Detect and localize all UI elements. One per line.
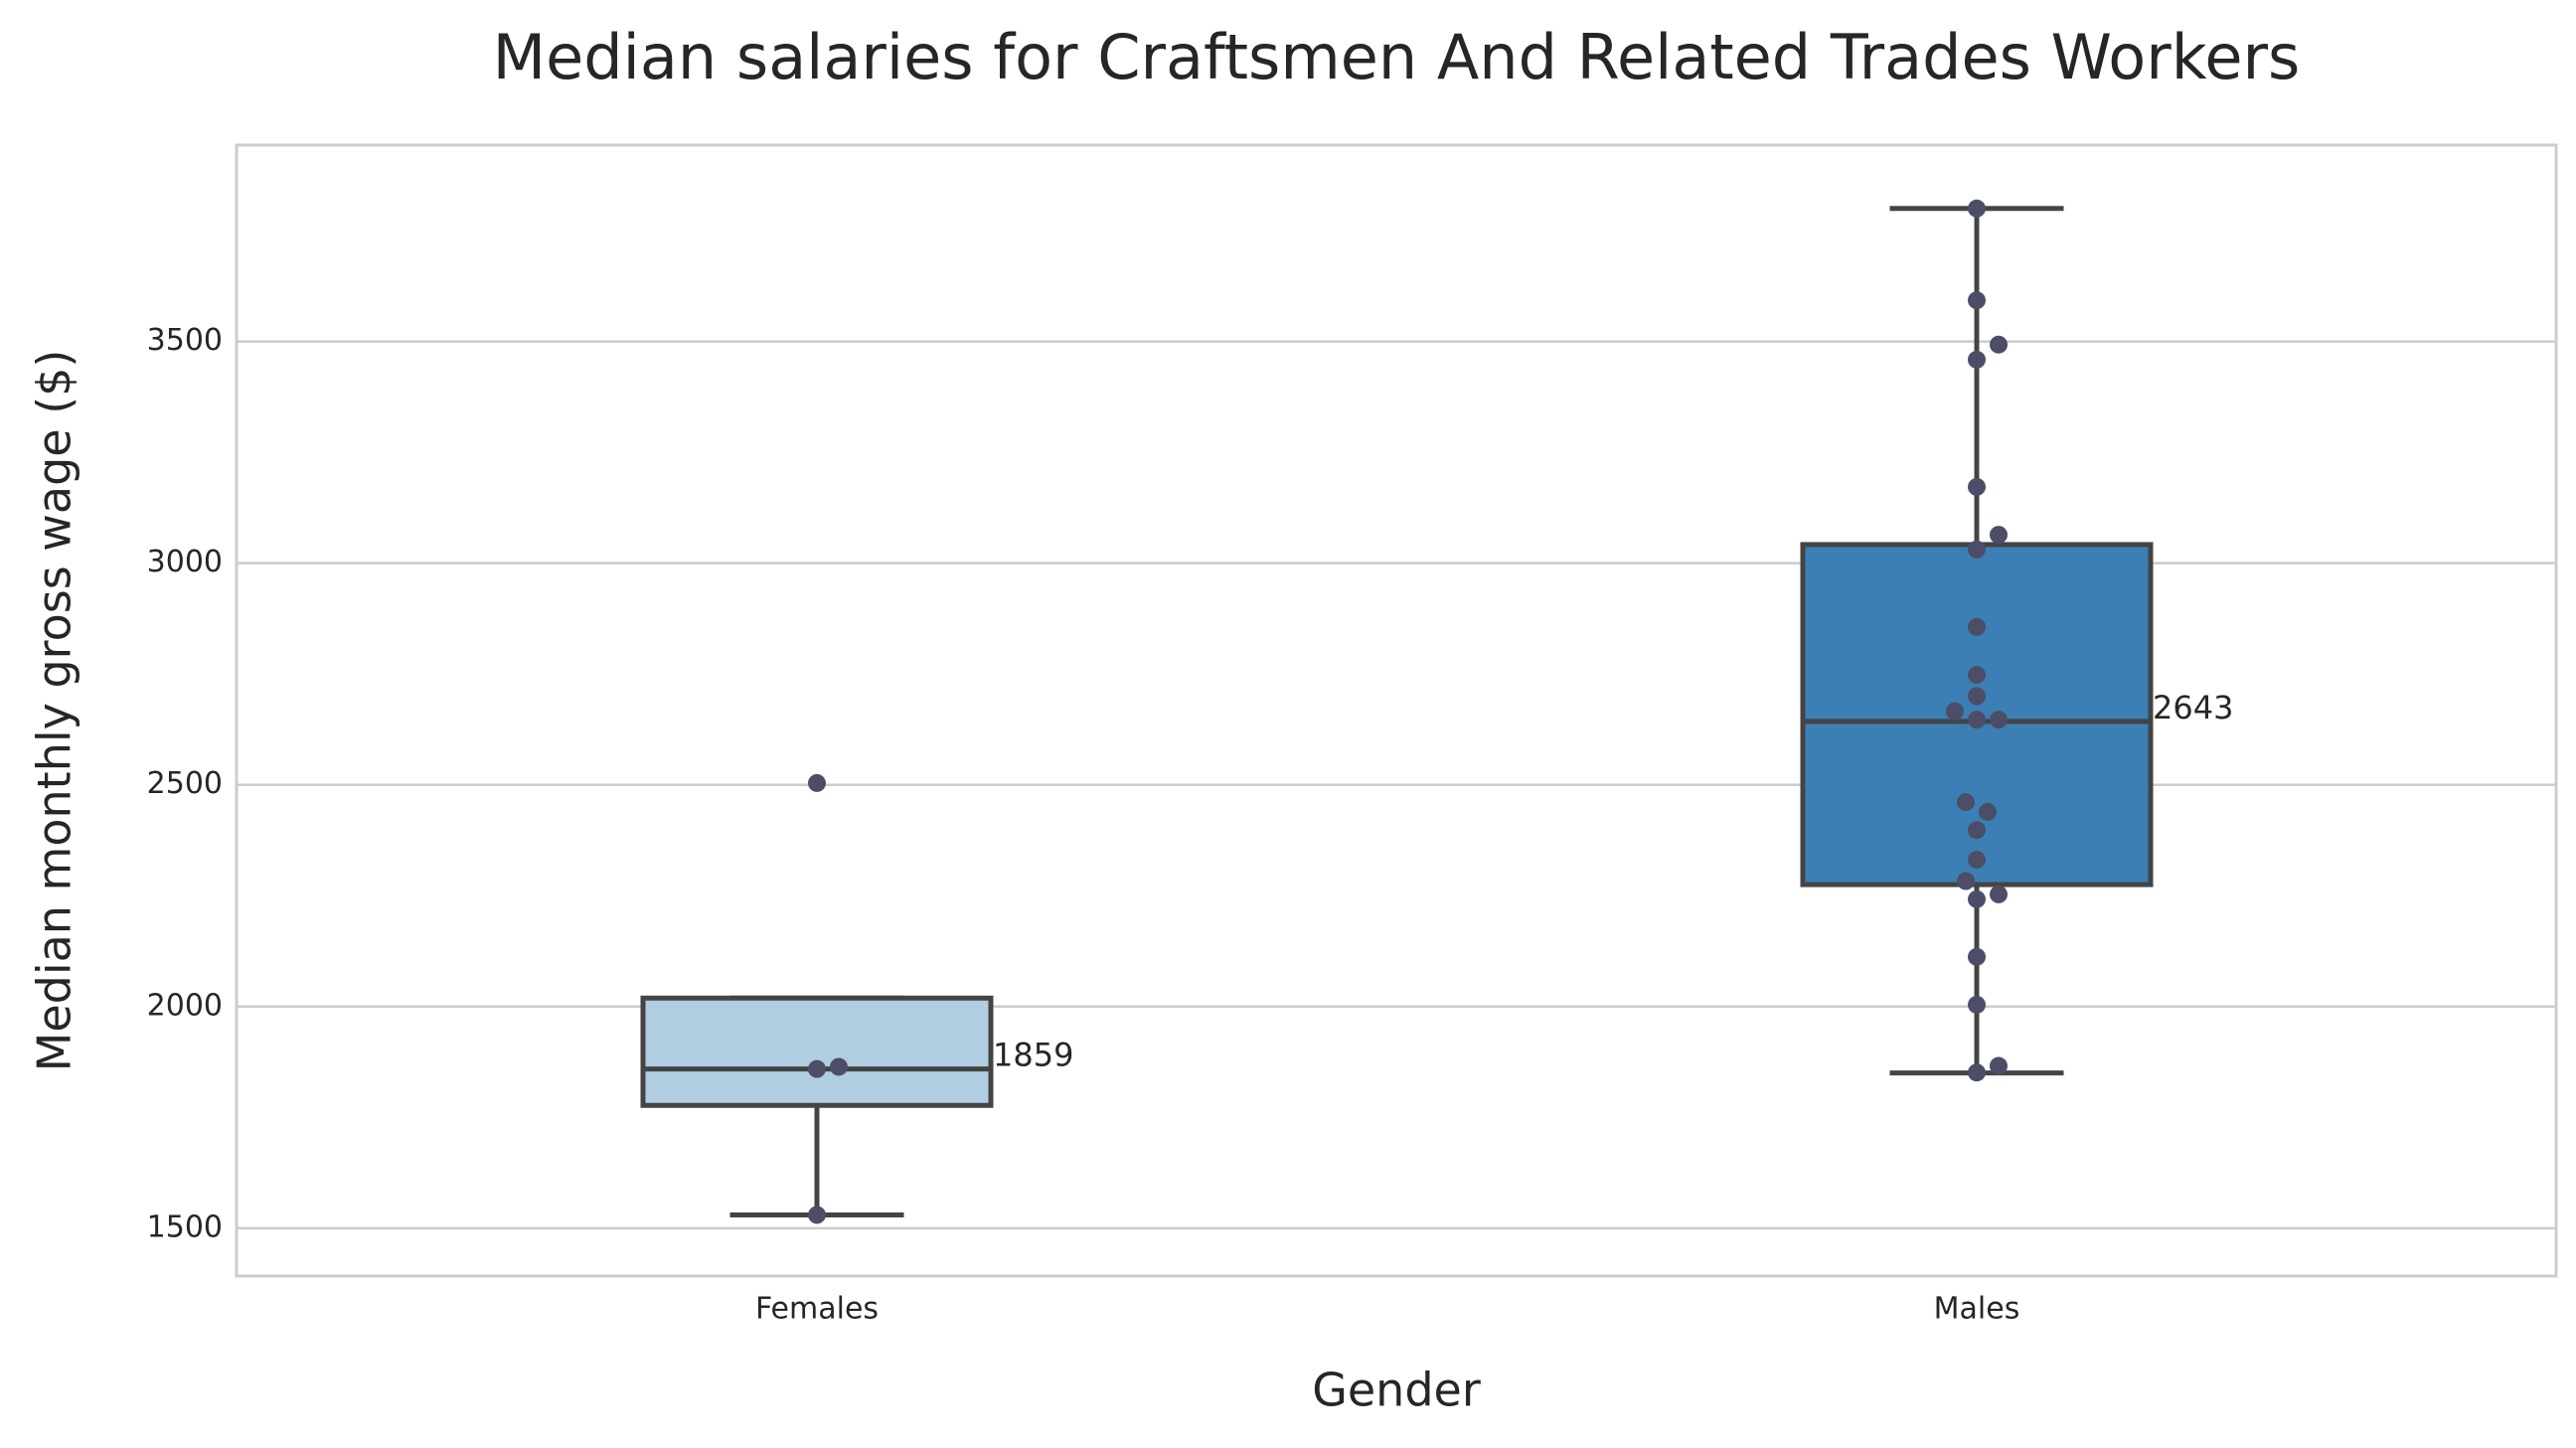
data-point — [1968, 291, 1986, 310]
y-tick-label: 2500 — [147, 766, 223, 801]
data-point — [1968, 540, 1986, 559]
data-point — [1968, 199, 1986, 218]
x-axis-label: Gender — [1312, 1364, 1481, 1417]
chart-title: Median salaries for Craftsmen And Relate… — [493, 21, 2301, 93]
x-tick-label: Females — [755, 1292, 879, 1327]
data-point — [808, 773, 826, 792]
y-tick-label: 3500 — [147, 323, 223, 358]
data-point — [1990, 885, 2008, 903]
box — [640, 995, 994, 1108]
data-point — [1968, 711, 1986, 729]
data-point — [1968, 666, 1986, 685]
y-axis-label: Median monthly gross wage ($) — [28, 350, 81, 1072]
median-label: 2643 — [2153, 689, 2233, 726]
data-point — [1968, 617, 1986, 636]
data-point — [1990, 711, 2008, 729]
median-label: 1859 — [993, 1037, 1073, 1074]
data-point — [1968, 947, 1986, 966]
y-tick-label: 1500 — [147, 1209, 223, 1244]
data-point — [808, 1206, 826, 1224]
x-tick-label: Males — [1934, 1292, 2020, 1327]
plot-frame — [235, 143, 2558, 1278]
data-point — [1957, 793, 1975, 812]
data-point — [1968, 1063, 1986, 1082]
data-point — [1990, 1056, 2008, 1075]
data-point — [1968, 477, 1986, 496]
y-tick-label: 3000 — [147, 545, 223, 579]
data-point — [1968, 995, 1986, 1014]
data-point — [1979, 802, 1997, 821]
data-point — [1957, 872, 1975, 890]
data-point — [1968, 821, 1986, 840]
y-tick-label: 2000 — [147, 988, 223, 1023]
data-point — [1968, 889, 1986, 908]
data-point — [830, 1057, 848, 1076]
data-point — [1968, 687, 1986, 706]
data-point — [1968, 851, 1986, 870]
data-point — [808, 1059, 826, 1078]
data-point — [1968, 350, 1986, 369]
data-point — [1990, 335, 2008, 354]
data-point — [1946, 702, 1964, 721]
data-point — [1990, 526, 2008, 545]
